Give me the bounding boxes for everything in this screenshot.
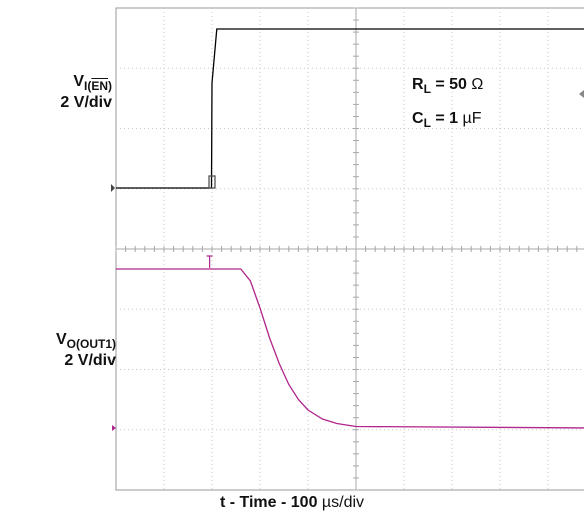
channel1-scale: 2 V/div	[60, 93, 112, 111]
test-conditions: RL = 50 Ω CL = 1 µF	[412, 70, 483, 138]
grid	[115, 7, 584, 491]
trigger-marker	[208, 175, 216, 189]
load-capacitance: CL = 1 µF	[412, 110, 482, 130]
trace-1	[116, 28, 584, 189]
channel1-ground-marker	[111, 184, 115, 192]
x-axis-label: t - Time - 100 µs/div	[219, 494, 365, 511]
channel2-name: VO(OUT1)	[55, 331, 116, 351]
channel2-label: VO(OUT1) 2 V/div	[4, 331, 116, 370]
markers	[111, 90, 584, 431]
load-resistance: RL = 50 Ω	[412, 76, 484, 96]
channel1-label: VI(EN) 2 V/div	[8, 73, 112, 112]
traces	[116, 28, 584, 429]
cursor-marker	[206, 255, 213, 268]
offscreen-arrow	[579, 90, 584, 98]
channel2-ground-marker	[112, 425, 116, 431]
channel1-name: VI(EN)	[73, 73, 112, 93]
trace-2	[116, 268, 584, 429]
channel2-scale: 2 V/div	[64, 351, 116, 369]
